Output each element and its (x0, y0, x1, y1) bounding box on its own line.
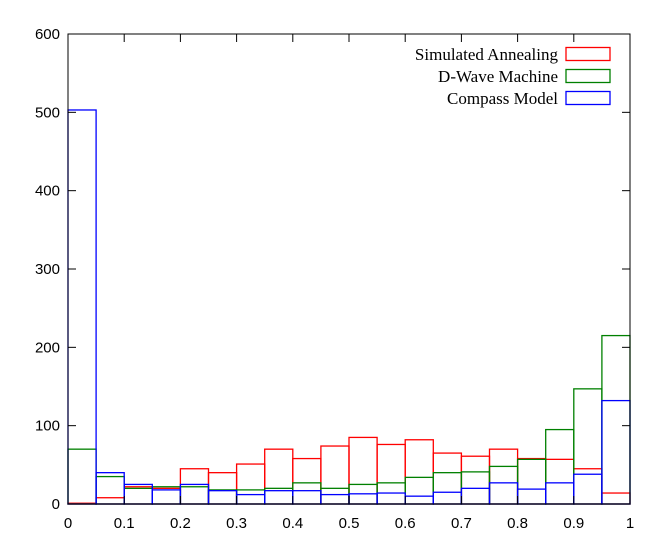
bar (432, 472, 463, 505)
bar (432, 491, 463, 505)
bar (516, 457, 547, 505)
x-tick-label: 0.9 (563, 515, 584, 532)
y-tick-label: 0 (52, 496, 60, 513)
bars-layer (67, 109, 631, 505)
y-tick-label: 500 (35, 104, 60, 121)
x-tick-label: 0.5 (339, 515, 360, 532)
bar (95, 475, 125, 505)
bar (264, 490, 294, 505)
legend-label: D-Wave Machine (438, 67, 558, 86)
legend-swatch (565, 46, 611, 62)
x-tick-label: 0 (64, 515, 72, 532)
bar (545, 458, 575, 505)
bar (235, 463, 266, 505)
bar (95, 497, 125, 505)
bar (151, 487, 182, 505)
bar (404, 476, 434, 505)
bar (376, 492, 406, 505)
bar (404, 495, 434, 505)
bar (207, 489, 238, 505)
bar (67, 448, 97, 505)
x-tick-label: 0.2 (170, 515, 191, 532)
bar (488, 482, 519, 505)
legend: Simulated Annealing D-Wave Machine Compass… (415, 45, 611, 108)
x-tick-label: 0.3 (226, 515, 247, 532)
bar (376, 443, 406, 505)
bar (516, 488, 547, 505)
bar (573, 473, 603, 505)
bar (207, 490, 238, 505)
bar (151, 489, 182, 505)
x-tick-label: 1 (626, 515, 634, 532)
y-tick-label: 200 (35, 339, 60, 356)
y-tick-label: 300 (35, 261, 60, 278)
legend-swatch (565, 68, 611, 84)
bar (264, 448, 294, 505)
bar (320, 493, 350, 505)
y-tick-label: 100 (35, 418, 60, 435)
bar (235, 493, 266, 505)
bar (460, 455, 491, 505)
bar (67, 109, 97, 505)
bar (207, 472, 238, 505)
x-tick-label: 0.8 (507, 515, 528, 532)
bar (432, 452, 463, 505)
bar (95, 472, 125, 505)
legend-label: Compass Model (447, 89, 558, 108)
legend-swatch (565, 90, 611, 106)
bar (123, 487, 153, 505)
x-tick-label: 0.6 (395, 515, 416, 532)
bar (488, 465, 519, 505)
y-tick-label: 600 (35, 26, 60, 43)
bar (460, 487, 491, 505)
ticks-layer: 0 0.1 0.2 0.3 0.4 0.5 0.6 0.7 0.8 0.9 1 0 100 200 300 4… (35, 26, 634, 532)
bar (516, 458, 547, 505)
bar (320, 487, 350, 505)
bar (545, 428, 575, 505)
x-tick-label: 0.4 (282, 515, 303, 532)
bar (292, 490, 322, 505)
bar (573, 388, 603, 505)
bar (292, 482, 322, 505)
bar (292, 457, 322, 505)
bar (235, 489, 266, 505)
bar (488, 448, 519, 505)
bar (545, 482, 575, 505)
y-tick-label: 400 (35, 183, 60, 200)
bar (601, 399, 631, 505)
legend-label: Simulated Annealing (415, 45, 559, 64)
bar (404, 439, 434, 505)
bar (320, 445, 350, 505)
bar (123, 486, 153, 505)
x-tick-label: 0.1 (114, 515, 135, 532)
bar (348, 493, 378, 505)
x-tick-label: 0.7 (451, 515, 472, 532)
bar (601, 334, 631, 505)
bar (601, 492, 631, 505)
bar (179, 486, 210, 505)
